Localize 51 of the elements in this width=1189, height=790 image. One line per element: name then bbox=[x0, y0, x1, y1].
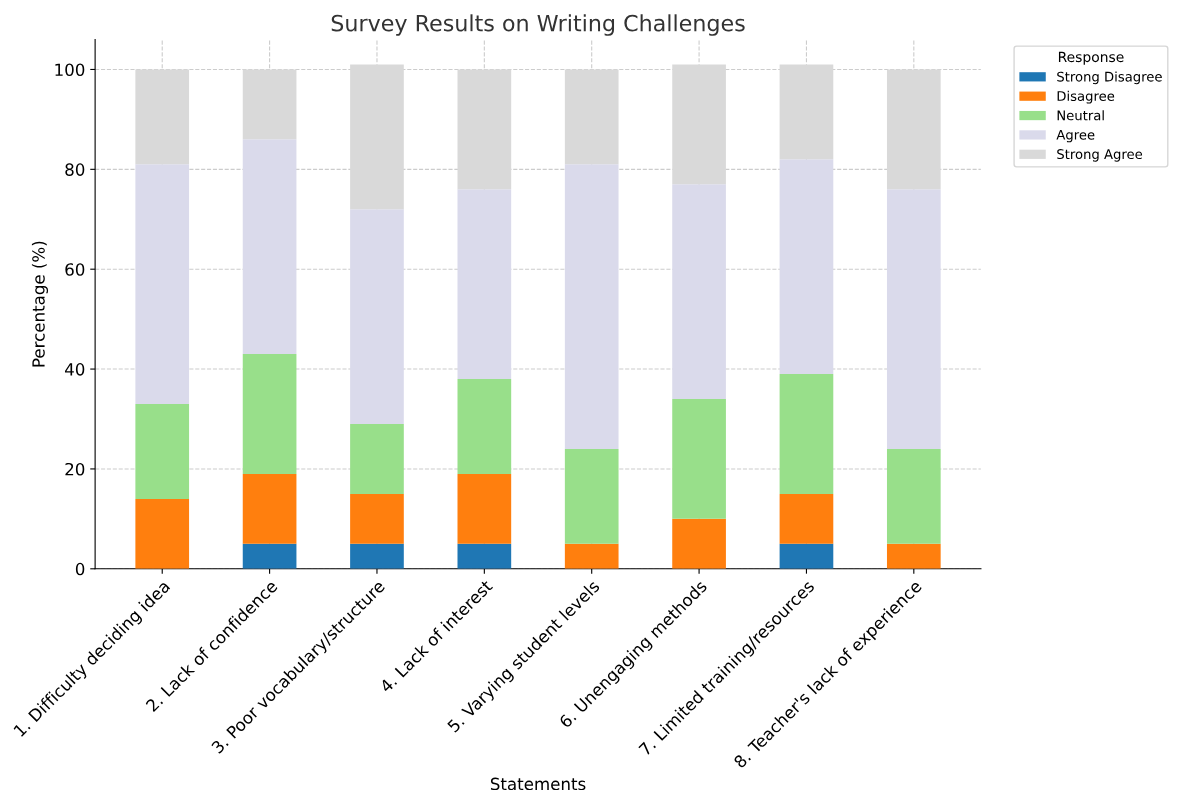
bar bbox=[564, 164, 619, 449]
legend-label: Agree bbox=[1056, 129, 1095, 143]
legend-label: Neutral bbox=[1057, 110, 1104, 121]
chart-title: Survey Results on Writing Challenges bbox=[331, 14, 745, 36]
y-tick-label: 60 bbox=[65, 263, 85, 276]
bar bbox=[457, 189, 512, 380]
bar bbox=[779, 543, 834, 569]
y-tick-label: 0 bbox=[75, 562, 85, 576]
bar bbox=[779, 493, 834, 544]
bar bbox=[350, 64, 404, 210]
y-tick-label: 20 bbox=[65, 462, 85, 476]
bar bbox=[672, 64, 726, 185]
bar bbox=[886, 189, 941, 449]
bar bbox=[242, 354, 297, 474]
bar bbox=[242, 473, 297, 544]
bar bbox=[457, 379, 512, 474]
bar bbox=[564, 448, 619, 544]
bar bbox=[135, 164, 190, 405]
bar bbox=[672, 518, 726, 569]
bar bbox=[350, 209, 404, 424]
bar bbox=[564, 543, 619, 569]
bar bbox=[779, 374, 834, 494]
bar bbox=[350, 423, 404, 494]
bar bbox=[672, 399, 726, 519]
bar bbox=[350, 493, 404, 544]
bar bbox=[886, 543, 941, 569]
y-tick-label: 100 bbox=[55, 63, 85, 77]
bar bbox=[779, 159, 834, 375]
bar bbox=[672, 184, 726, 400]
x-axis-title: Statements bbox=[490, 777, 586, 790]
bar bbox=[564, 69, 619, 165]
bar bbox=[457, 543, 512, 569]
legend-label: Strong Agree bbox=[1057, 149, 1143, 162]
bar bbox=[457, 69, 512, 190]
bar bbox=[135, 69, 190, 165]
bar bbox=[457, 473, 512, 544]
bar bbox=[350, 543, 404, 569]
bar bbox=[242, 139, 297, 355]
y-tick-label: 40 bbox=[65, 363, 85, 376]
legend-label: Strong Disagree bbox=[1057, 71, 1162, 85]
y-axis-title: Percentage (%) bbox=[31, 241, 49, 367]
bar bbox=[886, 69, 941, 190]
bar bbox=[886, 448, 941, 544]
y-tick-label: 80 bbox=[65, 163, 85, 176]
legend-label: Disagree bbox=[1057, 90, 1115, 104]
bar bbox=[242, 543, 297, 569]
bar bbox=[779, 64, 834, 160]
legend-title: Response bbox=[1058, 51, 1124, 65]
bar bbox=[135, 404, 190, 499]
bar bbox=[135, 498, 190, 569]
bar bbox=[242, 69, 297, 140]
